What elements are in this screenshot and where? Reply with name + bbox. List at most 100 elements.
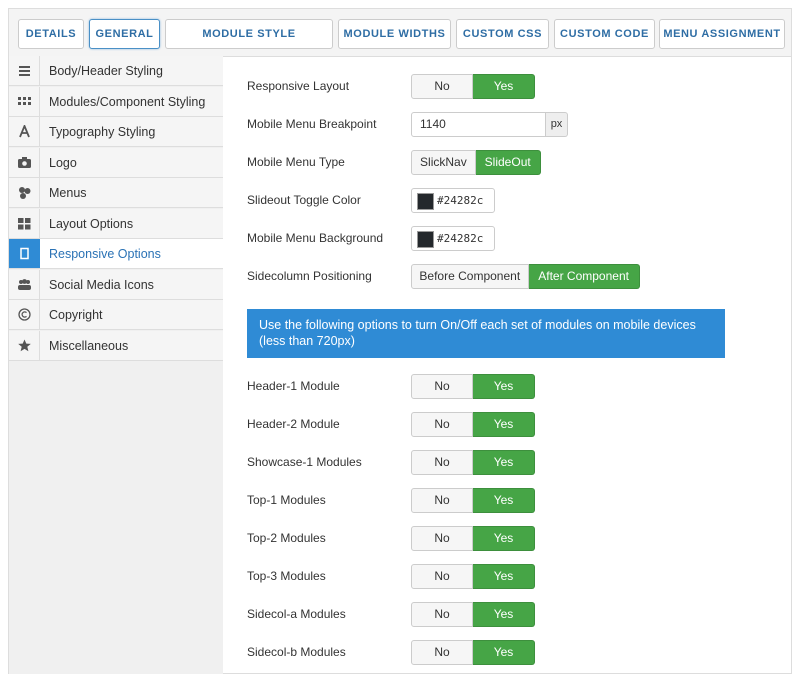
tab[interactable]: CUSTOM CODE xyxy=(554,19,655,49)
input-suffix: px xyxy=(546,112,568,137)
field-control: #24282c xyxy=(411,188,495,213)
field-control: #24282c xyxy=(411,226,495,251)
field-control: No Yes xyxy=(411,640,535,665)
sidebar-icon xyxy=(9,117,40,146)
toggle-option[interactable]: Yes xyxy=(473,602,535,627)
toggle-option[interactable]: No xyxy=(411,526,473,551)
toggle-option[interactable]: Yes xyxy=(473,488,535,513)
toggle-option[interactable]: Yes xyxy=(473,74,535,99)
sidebar-icon xyxy=(9,300,40,329)
sidebar-label: Social Media Icons xyxy=(49,277,154,292)
icon xyxy=(18,156,31,168)
color-input[interactable]: #24282c xyxy=(411,226,495,251)
field-control: No Yes xyxy=(411,602,535,627)
sidebar-item[interactable]: Social Media Icons xyxy=(9,269,223,300)
field-control: No Yes xyxy=(411,374,535,399)
sidebar-label: Miscellaneous xyxy=(49,338,129,353)
toggle-option[interactable]: Yes xyxy=(473,526,535,551)
field-label: Showcase-1 Modules xyxy=(247,455,362,469)
toggle-option[interactable]: No xyxy=(411,450,473,475)
sidebar-label: Responsive Options xyxy=(49,247,161,261)
toggle-option[interactable]: No xyxy=(411,564,473,589)
sidebar-label: Modules/Component Styling xyxy=(49,94,206,109)
sidebar-icon xyxy=(9,208,40,238)
toggle-option[interactable]: Before Component xyxy=(411,264,529,289)
field-control: No Yes xyxy=(411,564,535,589)
sidebar-icon xyxy=(9,239,40,268)
sidebar-item[interactable]: Responsive Options xyxy=(9,239,223,269)
field-label: Mobile Menu Background xyxy=(247,231,384,245)
sidebar-item[interactable]: Miscellaneous xyxy=(9,330,223,361)
sidebar-item[interactable]: Typography Styling xyxy=(9,117,223,147)
sidebar-label: Body/Header Styling xyxy=(49,64,163,78)
toggle-option[interactable]: No xyxy=(411,374,473,399)
toggle-option[interactable]: After Component xyxy=(528,264,640,289)
tab[interactable]: MENU ASSIGNMENT xyxy=(659,19,785,49)
color-swatch xyxy=(417,193,434,210)
field-label: Responsive Layout xyxy=(247,79,350,93)
sidebar-item[interactable]: Copyright xyxy=(9,300,223,330)
toggle-option[interactable]: No xyxy=(411,412,473,437)
toggle-option[interactable]: No xyxy=(411,488,473,513)
tab[interactable]: CUSTOM CSS xyxy=(456,19,549,49)
icon xyxy=(18,217,31,229)
toggle-option[interactable]: Yes xyxy=(473,412,535,437)
color-input[interactable]: #24282c xyxy=(411,188,495,213)
field-control: No Yes xyxy=(411,526,535,551)
toggle-option[interactable]: Yes xyxy=(473,374,535,399)
notice: Use the following options to turn On/Off… xyxy=(247,309,725,358)
sidebar-icon xyxy=(9,178,40,207)
field-label: Mobile Menu Type xyxy=(247,155,345,169)
sidebar: Body/Header Styling Modules/Component Sty… xyxy=(8,56,223,674)
icon xyxy=(20,247,29,260)
color-value: #24282c xyxy=(437,232,484,245)
tab[interactable]: DETAILS xyxy=(18,19,84,49)
toggle-option[interactable]: No xyxy=(411,74,473,99)
sidebar-item[interactable]: Modules/Component Styling xyxy=(9,86,223,117)
tab[interactable]: MODULE STYLE OVERRIDES xyxy=(165,19,333,68)
sidebar-item[interactable]: Layout Options xyxy=(9,208,223,239)
field-label: Header-2 Module xyxy=(247,417,340,431)
field-label: Top-1 Modules xyxy=(247,493,326,507)
field-control: SlickNav SlideOut xyxy=(411,150,541,175)
sidebar-icon xyxy=(9,56,40,85)
field-label: Mobile Menu Breakpoint xyxy=(247,117,377,131)
field-label: Sidecol-a Modules xyxy=(247,607,346,621)
toggle-option[interactable]: Yes xyxy=(473,564,535,589)
sidebar-label: Logo xyxy=(49,155,77,170)
toggle-option[interactable]: No xyxy=(411,602,473,627)
field-control: No Yes xyxy=(411,450,535,475)
field-label: Sidecol-b Modules xyxy=(247,645,346,659)
sidebar-icon xyxy=(9,330,40,360)
icon xyxy=(18,339,31,351)
field-label: Top-3 Modules xyxy=(247,569,326,583)
sidebar-item[interactable]: Menus xyxy=(9,178,223,208)
icon xyxy=(19,66,30,76)
sidebar-item[interactable]: Body/Header Styling xyxy=(9,56,223,86)
text-input[interactable]: 1140 xyxy=(411,112,546,137)
tab[interactable]: GENERAL xyxy=(89,19,160,49)
sidebar-item[interactable]: Logo xyxy=(9,147,223,178)
sidebar-label: Menus xyxy=(49,186,87,200)
icon xyxy=(18,308,31,321)
field-label: Sidecolumn Positioning xyxy=(247,269,372,283)
toggle-option[interactable]: No xyxy=(411,640,473,665)
field-label: Slideout Toggle Color xyxy=(247,193,361,207)
toggle-option[interactable]: Yes xyxy=(473,640,535,665)
field-control: 1140 px xyxy=(411,112,568,137)
toggle-option[interactable]: SlideOut xyxy=(475,150,541,175)
sidebar-icon xyxy=(9,269,40,299)
field-control: No Yes xyxy=(411,74,535,99)
icon xyxy=(18,96,31,105)
toggle-option[interactable]: SlickNav xyxy=(411,150,476,175)
sidebar-label: Typography Styling xyxy=(49,125,156,139)
tab[interactable]: MODULE WIDTHS xyxy=(338,19,451,49)
color-swatch xyxy=(417,231,434,248)
toggle-option[interactable]: Yes xyxy=(473,450,535,475)
field-label: Header-1 Module xyxy=(247,379,340,393)
color-value: #24282c xyxy=(437,194,484,207)
icon xyxy=(19,187,31,199)
icon xyxy=(18,278,31,290)
